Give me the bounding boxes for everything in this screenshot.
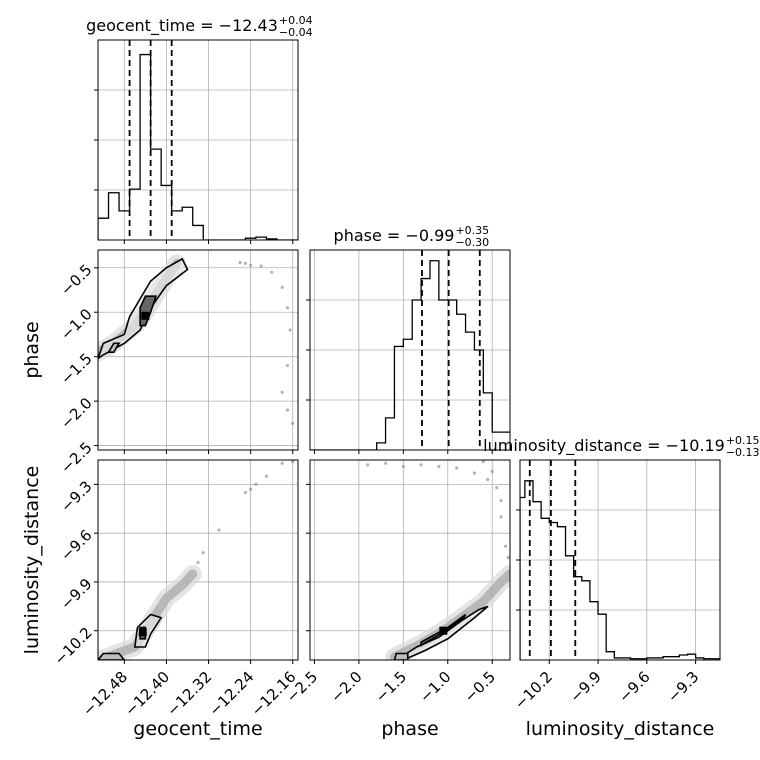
y-tick-label-phase: −1.5	[57, 350, 95, 388]
panel-background	[98, 460, 298, 660]
panel-border	[309, 459, 511, 661]
contour-outer	[397, 605, 489, 660]
sample-point	[401, 464, 405, 469]
density-peak	[138, 628, 147, 637]
histogram-step-geocent_time	[98, 53, 298, 240]
sample-point	[249, 487, 253, 491]
title-sup-geocent_time: +0.04	[279, 14, 313, 27]
panel-title-luminosity_distance: luminosity_distance = −10.19	[483, 436, 725, 456]
x-axis-label-phase: phase	[381, 718, 438, 740]
sample-point	[280, 461, 284, 465]
x-tick-label-luminosity_distance: −10.2	[511, 668, 556, 713]
x-tick-label-luminosity_distance: −9.3	[664, 668, 702, 706]
x-tick-label-geocent_time: −12.24	[205, 668, 257, 720]
sample-point	[472, 471, 477, 475]
sample-point	[280, 390, 284, 394]
sample-point	[217, 528, 221, 532]
histogram-luminosity_distance: luminosity_distance = −10.19 +0.15−0.13	[483, 434, 760, 664]
panel-title-phase: phase = −0.99	[334, 226, 455, 245]
x-tick-label-phase: −1.0	[416, 668, 454, 706]
sample-point	[291, 460, 295, 464]
x-tick-label-geocent_time: −12.32	[163, 668, 215, 720]
sample-point	[259, 264, 263, 268]
panel-border	[97, 39, 299, 241]
sample-point	[486, 477, 490, 482]
contour-mid	[107, 342, 121, 354]
sample-point	[499, 515, 503, 519]
sample-point	[238, 260, 242, 265]
x-tick-label-phase: −0.5	[461, 668, 499, 706]
sample-point	[291, 421, 295, 425]
sample-point	[201, 551, 205, 555]
sample-point	[280, 285, 284, 289]
sample-point	[503, 544, 508, 548]
panel-title-geocent_time: geocent_time = −12.43	[86, 16, 278, 36]
x-tick-label-luminosity_distance: −9.9	[566, 668, 604, 706]
sample-point	[506, 555, 510, 560]
y-tick-label-luminosity_distance: −10.2	[50, 624, 95, 669]
histogram-step-luminosity_distance	[520, 480, 720, 660]
panel-border	[309, 249, 511, 451]
sample-point	[490, 469, 494, 473]
panel-border	[519, 459, 721, 661]
x-tick-label-luminosity_distance: −9.6	[615, 668, 653, 706]
sample-point	[254, 482, 258, 486]
contour-mid	[98, 652, 126, 660]
panel-background	[310, 460, 510, 660]
y-tick-label-phase: −0.5	[57, 261, 95, 299]
contour-inner	[420, 613, 467, 647]
x-tick-label-phase: −2.0	[327, 668, 365, 706]
histogram-geocent_time: geocent_time = −12.43 +0.04−0.04	[86, 14, 313, 244]
title-sub-luminosity_distance: −0.13	[726, 446, 760, 459]
x-tick-label-geocent_time: −12.40	[121, 668, 173, 720]
panel-background	[98, 250, 298, 450]
scatter-geocent_time-vs-luminosity_distance	[94, 459, 299, 664]
x-tick-label-phase: −1.5	[372, 668, 410, 706]
density-peak	[439, 626, 448, 635]
sample-point	[249, 263, 253, 267]
density-peak	[141, 311, 150, 320]
sample-point	[196, 560, 200, 565]
y-axis-label-luminosity_distance: luminosity_distance	[21, 466, 43, 655]
sample-point	[243, 490, 247, 495]
sample-point	[455, 466, 459, 470]
contour-mid	[393, 652, 409, 660]
sample-point	[481, 460, 485, 464]
sample-point	[285, 363, 290, 368]
y-tick-label-phase: −2.0	[57, 394, 95, 432]
sample-point	[285, 408, 290, 412]
y-tick-label-luminosity_distance: −9.9	[57, 575, 95, 613]
title-sup-phase: +0.35	[455, 224, 489, 237]
panel-border	[97, 459, 299, 661]
x-axis-label-geocent_time: geocent_time	[133, 718, 262, 740]
title-sup-luminosity_distance: +0.15	[726, 434, 760, 447]
y-tick-label-luminosity_distance: −9.6	[57, 526, 95, 564]
title-sub-phase: −0.30	[455, 236, 489, 249]
scatter-phase-vs-luminosity_distance	[306, 459, 511, 664]
histogram-step-phase	[310, 260, 510, 450]
x-axis-label-luminosity_distance: luminosity_distance	[526, 718, 715, 740]
y-axis-label-phase: phase	[21, 321, 43, 378]
x-tick-label-geocent_time: −12.48	[79, 668, 131, 720]
sample-point	[366, 463, 370, 467]
sample-point	[288, 328, 292, 332]
sample-point	[419, 463, 423, 467]
y-tick-label-phase: −2.5	[57, 438, 95, 476]
scatter-geocent_time-vs-phase	[94, 249, 299, 454]
sample-point	[437, 464, 441, 469]
sample-point	[495, 486, 499, 490]
sample-point	[499, 499, 503, 503]
sample-point	[264, 474, 269, 478]
y-tick-label-phase: −1.0	[57, 305, 95, 343]
sample-point	[285, 306, 290, 310]
sample-point	[243, 261, 247, 265]
title-sub-geocent_time: −0.04	[279, 26, 313, 39]
sample-point	[383, 461, 388, 465]
histogram-phase: phase = −0.99 +0.35−0.30	[306, 224, 511, 454]
panel-border	[97, 249, 299, 451]
sample-point	[270, 270, 274, 274]
y-tick-label-luminosity_distance: −9.3	[57, 477, 95, 515]
